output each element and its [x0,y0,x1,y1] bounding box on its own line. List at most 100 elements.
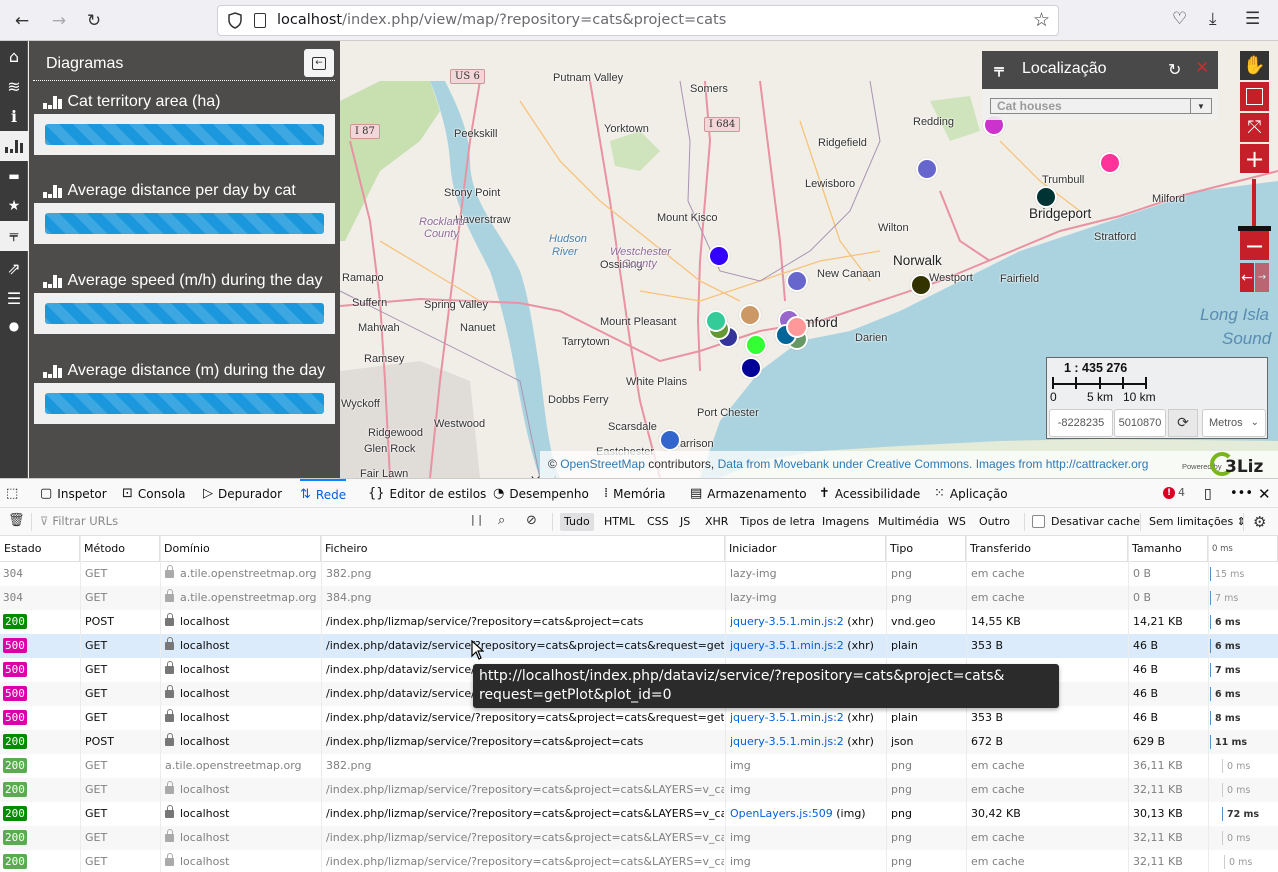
zoom-in-button[interactable]: + [1240,144,1269,173]
pause-icon[interactable]: | | [471,513,482,526]
back-button[interactable]: ← [9,8,35,34]
cat-house-marker[interactable] [910,274,932,296]
initiator-cell[interactable]: jquery-3.5.1.min.js:2 (xhr) [730,639,874,652]
tab-memória[interactable]: ⁞ Memória [604,486,666,501]
request-row[interactable]: 200 GET localhost/index.php/lizmap/service… [0,802,1278,826]
column-header[interactable]: Método [80,536,160,562]
filter-type-tudo[interactable]: Tudo [560,513,594,531]
filter-type-xhr[interactable]: XHR [705,515,729,528]
coord-y-field[interactable]: 5010870 [1114,409,1166,437]
zoom-slider-handle[interactable] [1238,226,1271,231]
initiator-link[interactable]: jquery-3.5.1.min.js:2 [730,639,844,652]
filter-type-css[interactable]: CSS [647,515,669,528]
filter-type-ws[interactable]: WS [948,515,966,528]
coord-x-field[interactable]: -8228235 [1049,409,1113,437]
cat-house-marker[interactable] [659,429,681,451]
trash-icon[interactable]: 🗑 [8,513,25,528]
tab-depurador[interactable]: ▷ Depurador [203,486,283,501]
menu-layers[interactable]: ≋ [0,71,28,101]
tab-inspetor[interactable]: ▢ Inspetor [40,486,107,501]
tab-armazenamento[interactable]: ▤ Armazenamento [690,486,807,501]
column-divider[interactable] [321,536,322,872]
request-row[interactable]: 304 GET a.tile.openstreetmap.org 382.png laz… [0,562,1278,586]
menu-share[interactable]: ⇗ [0,253,28,283]
request-row[interactable]: 304 GET a.tile.openstreetmap.org 384.png laz… [0,586,1278,610]
disable-cache-label[interactable]: Desativar cache [1051,515,1140,528]
request-row[interactable]: 200 POST localhost/index.php/lizmap/servic… [0,730,1278,754]
throttling-select[interactable]: Sem limitações ⇕ [1149,515,1246,528]
close-icon[interactable]: ✕ [1195,58,1210,78]
search-icon[interactable]: ⌕ [498,513,506,528]
close-devtools-button[interactable]: ✕ [1258,479,1271,508]
pocket-icon[interactable]: ♡ [1172,9,1188,29]
filter-type-imagens[interactable]: Imagens [822,515,870,528]
filter-type-html[interactable]: HTML [604,515,635,528]
dock-side-button[interactable]: ▯ [1204,479,1212,508]
download-icon[interactable]: ⤓ [1209,9,1217,29]
forward-button[interactable]: → [46,8,72,34]
initiator-link[interactable]: jquery-3.5.1.min.js:2 [730,615,844,628]
cat-house-marker[interactable] [708,245,730,267]
units-select[interactable]: Metros ⌄ [1202,409,1266,437]
error-count-badge[interactable]: ! 4 [1163,486,1185,499]
tab-editor-de-estilos[interactable]: {} Editor de estilos [368,486,487,501]
tab-desempenho[interactable]: ◔ Desempenho [493,486,589,501]
cat-house-marker[interactable] [705,310,727,332]
cat-house-marker[interactable] [740,357,762,379]
column-header[interactable]: Estado [0,536,80,562]
cat-house-marker[interactable] [916,158,938,180]
column-header[interactable]: Iniciador [725,536,886,562]
request-row[interactable]: 200 GET localhost/index.php/lizmap/service… [0,850,1278,872]
previous-view-button[interactable]: ← [1240,263,1254,292]
url-text[interactable]: localhost/index.php/view/map/?repository… [277,12,727,28]
cat-house-marker[interactable] [1099,152,1121,174]
tab-aplicação[interactable]: ⁙ Aplicação [934,486,1008,501]
initiator-cell[interactable]: jquery-3.5.1.min.js:2 (xhr) [730,711,874,724]
address-bar[interactable]: localhost/index.php/view/map/?repository… [217,5,1059,36]
element-picker-button[interactable]: ⬚ [6,479,18,508]
column-divider[interactable] [1208,536,1209,872]
block-icon[interactable]: ⊘ [526,513,537,528]
cat-house-marker[interactable] [739,304,761,326]
request-row[interactable]: 200 POST localhost/index.php/lizmap/servic… [0,610,1278,634]
zoom-box-button[interactable] [1240,82,1269,111]
initiator-link[interactable]: OpenLayers.js:509 [730,807,833,820]
initiator-link[interactable]: jquery-3.5.1.min.js:2 [730,711,844,724]
next-view-button[interactable]: → [1255,263,1269,292]
menu-locate[interactable]: ⫧ [0,221,28,251]
menu-dataviz[interactable] [0,131,28,161]
dock-close-button[interactable]: ← [304,49,334,77]
request-row[interactable]: 200 GET a.tile.openstreetmap.org 382.png img… [0,754,1278,778]
refresh-icon[interactable]: ↻ [1168,60,1182,79]
column-divider[interactable] [160,536,161,872]
tab-consola[interactable]: ⊡ Consola [122,486,186,501]
column-divider[interactable] [80,536,81,872]
filter-type-tipos-de-letra[interactable]: Tipos de letra [740,515,816,528]
menu-info[interactable]: i [0,101,28,131]
column-divider[interactable] [1128,536,1129,872]
cat-house-marker[interactable] [745,334,767,356]
movebank-link[interactable]: Data from Movebank under Creative Common… [717,457,1149,471]
initiator-link[interactable]: jquery-3.5.1.min.js:2 [730,735,844,748]
reload-button[interactable]: ↻ [81,8,107,34]
column-header[interactable]: Tipo [886,536,966,562]
cat-house-marker[interactable] [786,316,808,338]
menu-icon[interactable]: ☰ [1245,9,1261,29]
filter-type-js[interactable]: JS [680,515,691,528]
osm-link[interactable]: OpenStreetMap [560,457,645,471]
initiator-cell[interactable]: jquery-3.5.1.min.js:2 (xhr) [730,735,874,748]
menu-bookmarks[interactable]: ★ [0,191,28,221]
request-row[interactable]: 200 GET localhost/index.php/lizmap/service… [0,826,1278,850]
coord-refresh-button[interactable]: ⟳ [1168,409,1198,437]
bookmark-star-icon[interactable]: ☆ [1032,9,1050,31]
initiator-cell[interactable]: OpenLayers.js:509 (img) [730,807,866,820]
disable-cache-checkbox[interactable] [1032,515,1045,528]
menu-globe[interactable]: ● [0,311,28,341]
menu-tooltip[interactable]: ▬ [0,161,28,191]
menu-home[interactable]: ⌂ [0,41,28,71]
column-header[interactable]: Ficheiro [321,536,725,562]
column-header[interactable]: Transferido [966,536,1128,562]
request-row[interactable]: 500 GET localhost/index.php/dataviz/servic… [0,634,1278,658]
cat-house-marker[interactable] [1035,186,1057,208]
gear-icon[interactable]: ⚙ [1253,513,1267,531]
